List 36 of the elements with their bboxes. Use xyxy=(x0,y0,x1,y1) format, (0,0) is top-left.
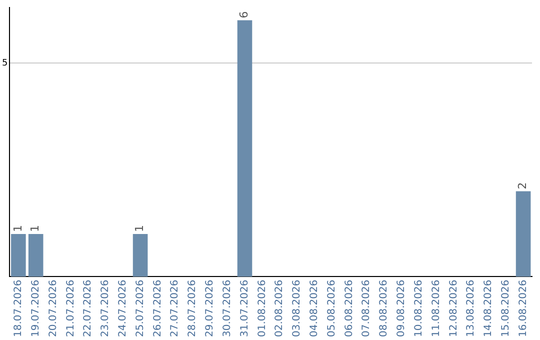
x-tick-label: 05.08.2026 xyxy=(326,280,338,338)
x-tick-label: 30.07.2026 xyxy=(222,280,233,338)
x-tick-label: 11.08.2026 xyxy=(430,280,442,338)
x-tick-label: 24.07.2026 xyxy=(117,280,128,338)
x-tick-label: 10.08.2026 xyxy=(413,280,424,338)
x-tick-label: 18.07.2026 xyxy=(13,280,24,338)
x-tick-label: 06.08.2026 xyxy=(344,280,355,338)
x-tick-label: 27.07.2026 xyxy=(170,280,181,338)
x-tick-label: 14.08.2026 xyxy=(483,280,494,338)
x-tick-label: 01.08.2026 xyxy=(256,280,268,338)
x-tick-label: 19.07.2026 xyxy=(30,280,42,338)
data-label: 6 xyxy=(238,11,251,18)
x-tick-label: 15.08.2026 xyxy=(500,280,512,338)
x-tick-label: 22.07.2026 xyxy=(82,280,94,338)
x-tick-label: 03.08.2026 xyxy=(292,280,303,338)
x-tick-label: 12.08.2026 xyxy=(448,280,460,338)
x-tick-label: 02.08.2026 xyxy=(274,280,286,338)
x-tick-label: 16.08.2026 xyxy=(518,280,529,338)
x-tick-label: 29.07.2026 xyxy=(204,280,216,338)
x-tick-label: 21.07.2026 xyxy=(65,280,76,338)
x-tick-label: 23.07.2026 xyxy=(100,280,112,338)
x-tick-label: 25.07.2026 xyxy=(134,280,146,338)
data-label: 2 xyxy=(516,182,530,190)
data-label: 1 xyxy=(28,224,42,232)
x-tick-label: 31.07.2026 xyxy=(239,280,250,338)
x-tick-label: 20.07.2026 xyxy=(48,280,59,338)
data-label: 1 xyxy=(11,224,24,232)
x-tick-label: 26.07.2026 xyxy=(152,280,164,338)
data-label: 1 xyxy=(133,224,146,232)
x-tick-label: 28.07.2026 xyxy=(187,280,198,338)
x-tick-label: 13.08.2026 xyxy=(466,280,477,338)
x-tick-label: 08.08.2026 xyxy=(378,280,390,338)
x-tick-label: 09.08.2026 xyxy=(396,280,408,338)
x-tick-label: 04.08.2026 xyxy=(308,280,320,338)
y-tick-label: 5 xyxy=(2,58,8,68)
x-tick-label: 07.08.2026 xyxy=(361,280,372,338)
